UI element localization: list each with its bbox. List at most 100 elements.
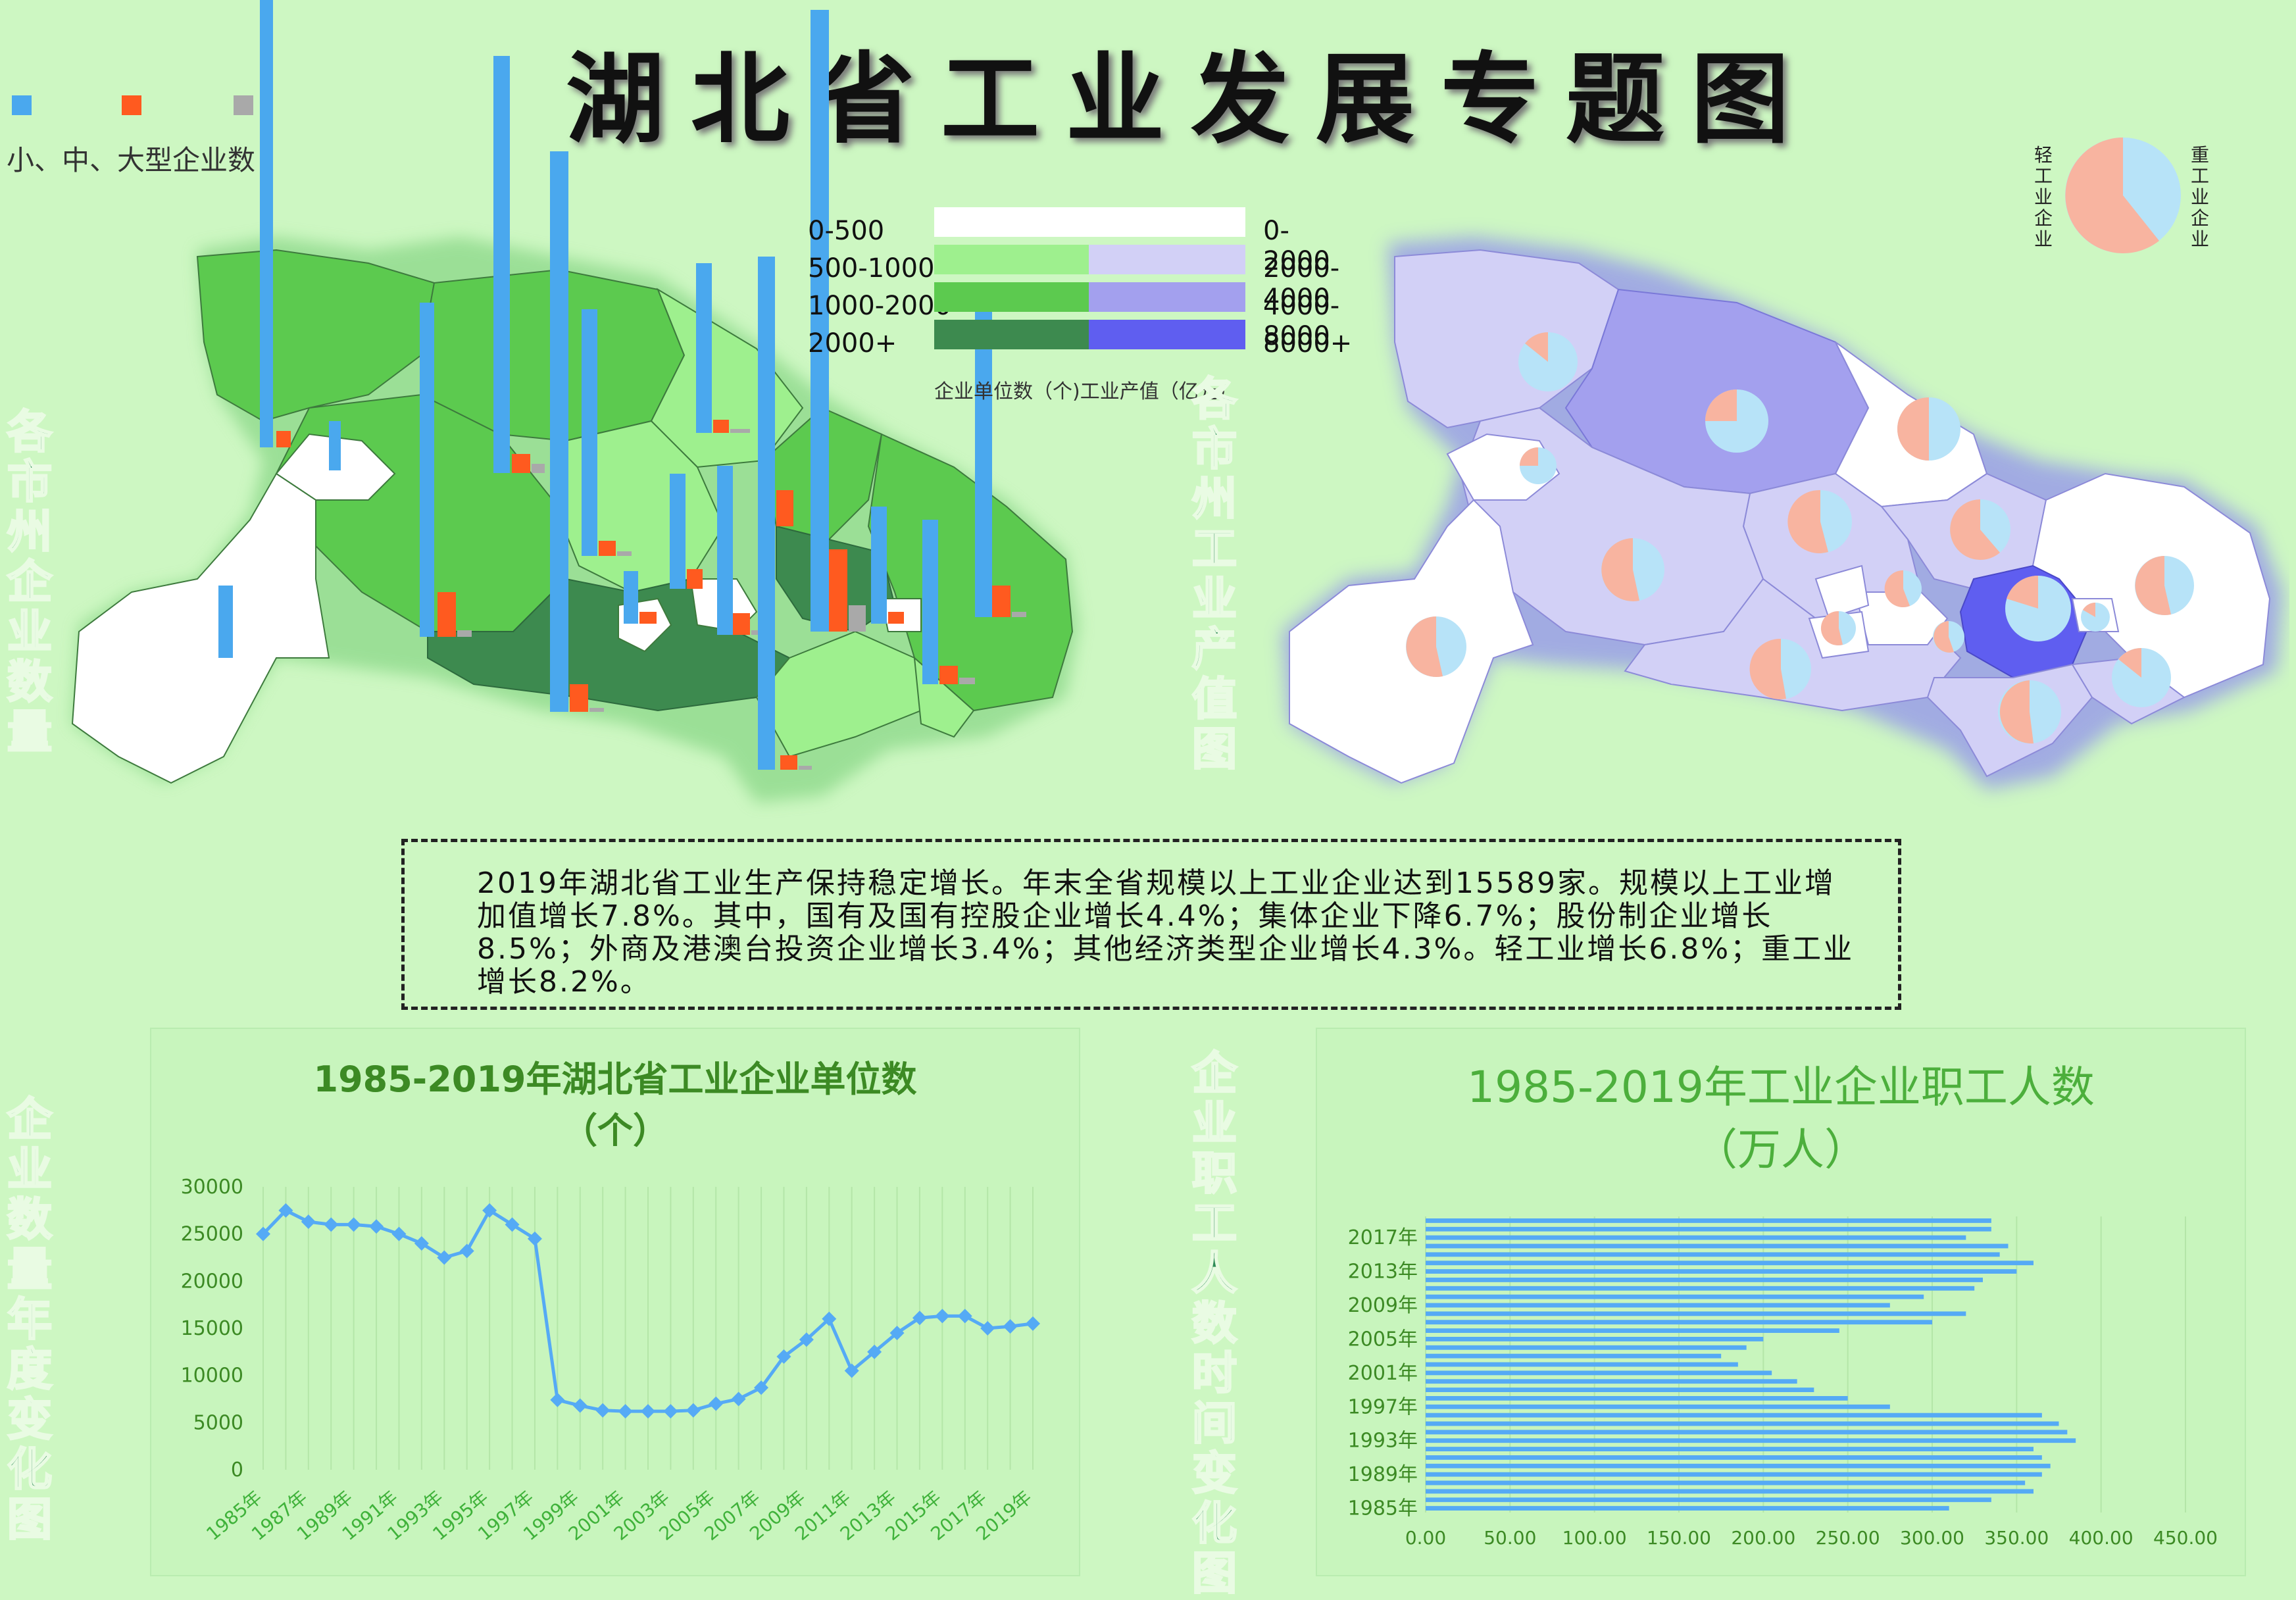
pie-chart — [2135, 556, 2194, 615]
data-point — [754, 1380, 769, 1395]
data-point — [1026, 1316, 1040, 1331]
bar-chart-title: 1985-2019年工业企业职工人数 — [1467, 1062, 2095, 1112]
right-map — [1283, 237, 2283, 789]
data-point — [572, 1398, 587, 1413]
region-enshi — [71, 472, 330, 784]
pie-chart — [1520, 447, 1557, 484]
line-chart-title: 1985-2019年湖北省工业企业单位数 — [313, 1059, 917, 1100]
data-point — [663, 1404, 678, 1419]
line-chart: 3000025000200001500010000500001985年1987年… — [181, 1176, 1040, 1545]
y-tick-label: 1997年 — [1348, 1395, 1418, 1418]
x-tick-label: 50.00 — [1484, 1527, 1536, 1549]
bar — [1426, 1278, 1983, 1282]
pie-chart — [1820, 611, 1856, 645]
bar-medium — [829, 549, 847, 632]
data-point — [369, 1219, 384, 1234]
data-point — [618, 1404, 633, 1419]
bar — [1426, 1455, 2042, 1460]
data-point — [935, 1309, 950, 1324]
bar — [1426, 1506, 1949, 1511]
data-point — [595, 1403, 611, 1418]
x-tick-label: 150.00 — [1647, 1527, 1711, 1549]
bar-medium — [437, 592, 456, 637]
x-tick-label: 0.00 — [1405, 1527, 1446, 1549]
bar-chart-subtitle: （万人） — [1694, 1124, 1868, 1175]
bar-small — [582, 309, 597, 556]
bar — [1426, 1353, 1722, 1359]
y-tick-label: 5000 — [193, 1411, 243, 1434]
bar-small — [624, 571, 638, 624]
data-point — [822, 1311, 837, 1326]
legend-caption: 企业单位数（个)工业产值（亿元） — [934, 380, 1238, 403]
y-tick-label: 1989年 — [1348, 1463, 1418, 1486]
bar-large — [730, 429, 750, 433]
data-point — [437, 1250, 452, 1265]
bar-large — [457, 630, 472, 637]
bar-small — [696, 263, 712, 433]
bar — [1426, 1404, 1890, 1409]
bar-large — [849, 605, 866, 632]
bar — [1426, 1337, 1764, 1341]
bar-large — [589, 708, 604, 712]
pie-legend-icon — [2065, 138, 2181, 253]
pie-chart — [1950, 499, 2010, 560]
bar — [1426, 1388, 1814, 1392]
map-legend: 0-500 500-1000 1000-2000 2000+ 0-2000 20… — [803, 197, 1352, 414]
bar-large — [959, 678, 975, 684]
bar — [1426, 1421, 2059, 1426]
bar-large — [1012, 612, 1026, 617]
data-point — [686, 1403, 701, 1418]
data-point — [957, 1309, 972, 1324]
bar — [1426, 1480, 2026, 1486]
data-point — [505, 1217, 520, 1232]
bar — [1426, 1218, 1991, 1223]
bar — [1426, 1286, 1975, 1291]
bar — [1426, 1226, 1991, 1232]
pie-chart — [2081, 603, 2110, 632]
bar — [1426, 1489, 2034, 1494]
bar-medium — [780, 755, 797, 770]
x-tick-label: 350.00 — [1984, 1527, 2049, 1549]
pie-chart — [1601, 538, 1664, 601]
data-point — [799, 1332, 814, 1347]
bar — [1426, 1294, 1924, 1299]
data-point — [731, 1391, 746, 1407]
pie-chart — [1998, 680, 2061, 744]
y-tick-label: 2005年 — [1348, 1328, 1418, 1351]
bar-small — [218, 586, 233, 658]
count-range-3: 2000+ — [808, 328, 897, 359]
bar-chart-side-title: 企业职工人数时间变化图 — [1191, 1048, 1237, 1600]
y-tick-label: 20000 — [181, 1270, 243, 1293]
pie-chart — [2005, 575, 2071, 641]
summary-paragraph: 2019年湖北省工业生产保持稳定增长。年末全省规模以上工业企业达到15589家。… — [401, 839, 1901, 1010]
pie-chart — [1897, 397, 1960, 461]
data-point — [482, 1203, 497, 1218]
value-range-2: 4000-8000 — [1263, 291, 1340, 351]
x-tick-label: 100.00 — [1562, 1527, 1627, 1549]
pie-chart — [1705, 389, 1768, 453]
y-tick-label: 2017年 — [1348, 1226, 1418, 1249]
pie-legend: 轻工业企业 重工业企业 — [2026, 125, 2224, 263]
bar-small — [550, 151, 568, 712]
value-swatch-2 — [1089, 282, 1245, 312]
y-tick-label: 0 — [231, 1459, 243, 1482]
hbar-chart: 0.00 50.00 100.00 150.00 200.00 250.00 300.00 3… — [1348, 1216, 2218, 1549]
data-point — [459, 1243, 474, 1259]
bar-small — [420, 303, 434, 637]
bar-small — [758, 257, 775, 770]
bar-medium — [992, 586, 1011, 617]
pie-legend-heavy-label: 重工业企业 — [2191, 144, 2210, 250]
count-range-2: 1000-2000 — [808, 291, 952, 321]
data-point — [980, 1321, 995, 1336]
value-swatch-1 — [1089, 245, 1245, 274]
y-tick-label: 2009年 — [1348, 1294, 1418, 1317]
bar-large — [532, 464, 545, 473]
pie-chart — [1406, 616, 1466, 677]
bar — [1426, 1370, 1772, 1376]
legend-small-swatch — [12, 95, 32, 115]
data-point — [256, 1226, 270, 1241]
data-point — [346, 1217, 361, 1232]
value-range-0: 0-2000 — [1263, 216, 1330, 276]
left-map-side-title: 各市州企业数量 — [6, 407, 53, 759]
x-tick-label: 400.00 — [2069, 1527, 2134, 1549]
